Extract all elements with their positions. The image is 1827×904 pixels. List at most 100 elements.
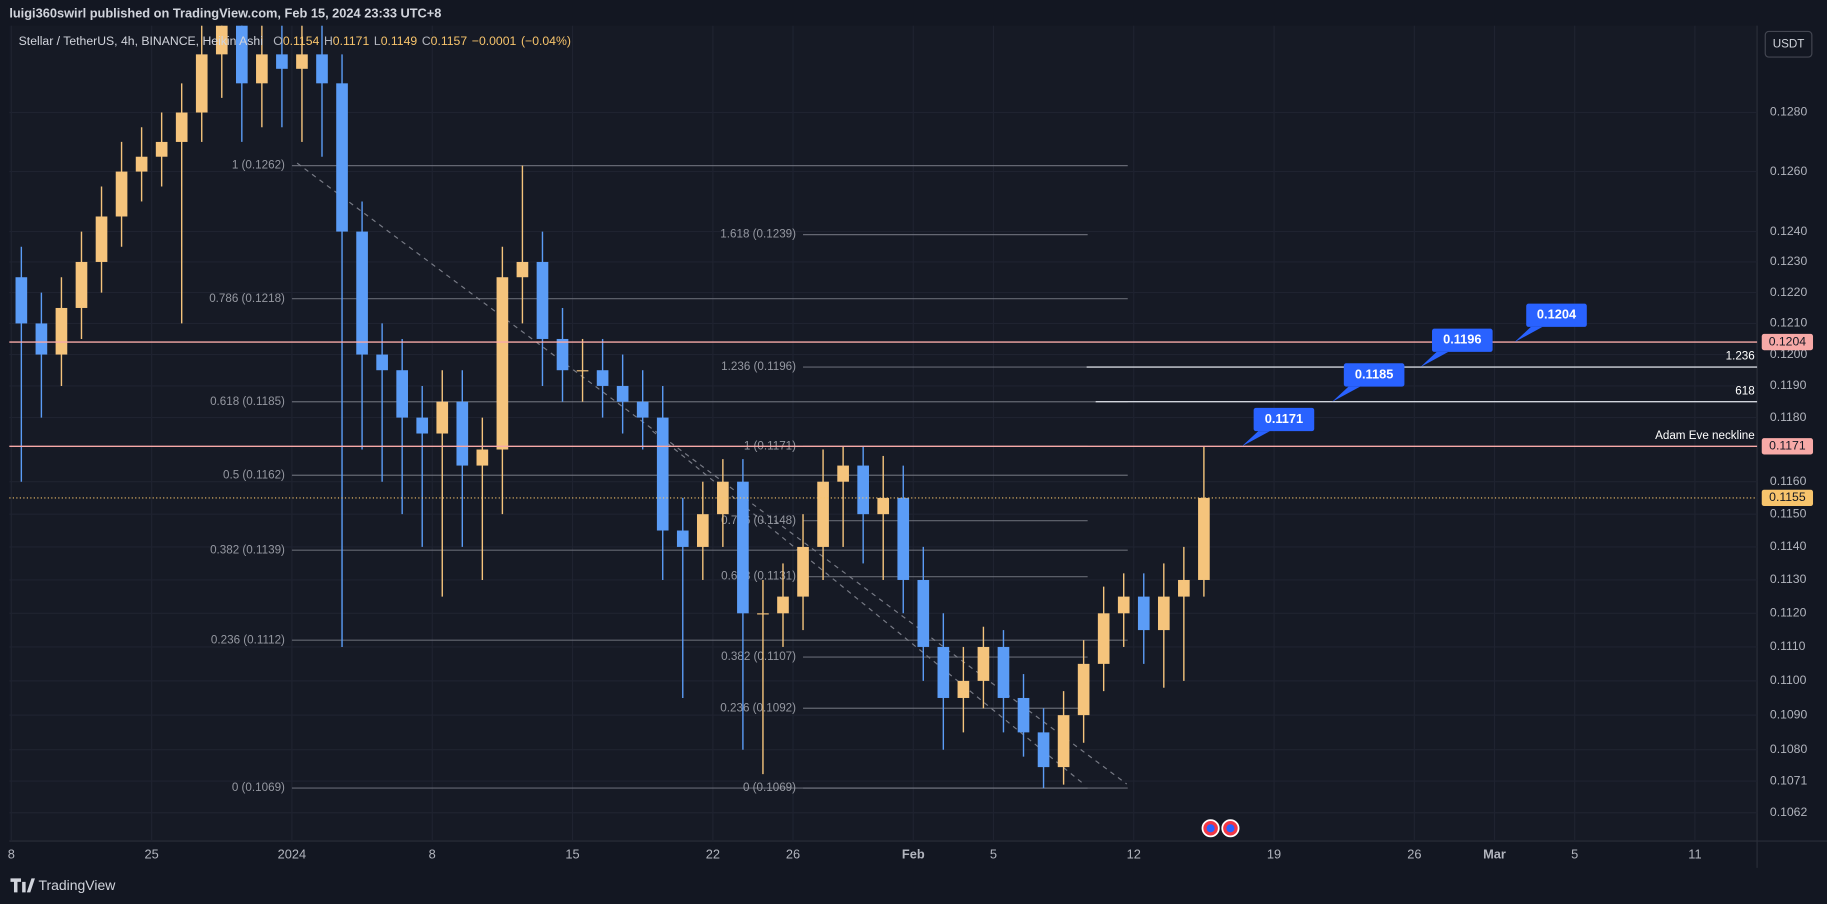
candle-body [1178, 579, 1190, 597]
candle-body [1017, 697, 1030, 733]
line-label: 1.236 [1726, 350, 1755, 363]
callout-label: 0.1171 [1265, 411, 1303, 426]
legend-value: 0.1154 [283, 34, 320, 48]
publisher: luigi360swirl published on TradingView.c… [9, 5, 441, 20]
candle-body [696, 514, 709, 547]
candle-body [897, 497, 910, 580]
legend-key: O [273, 34, 283, 48]
candle-body [456, 401, 469, 466]
x-tick-label: 22 [706, 846, 720, 861]
candle-body [416, 417, 429, 434]
event-icon-inner [1206, 824, 1215, 833]
legend-value: 0.1149 [381, 34, 418, 48]
event-icons [1201, 819, 1240, 838]
legend-change: −0.0001 [472, 34, 517, 48]
x-tick-label: 11 [1688, 846, 1701, 861]
legend-key: L [374, 34, 381, 48]
candle-body [997, 646, 1010, 698]
candle-body [596, 370, 609, 386]
x-tick-label: 25 [145, 846, 159, 861]
candle-body [817, 481, 829, 547]
legend-key: H [324, 34, 333, 48]
fib-level-label: 0.236 (0.1112) [211, 633, 285, 646]
candle-body [1198, 497, 1210, 580]
candle-body [516, 261, 529, 278]
y-tick-label: 0.1240 [1770, 224, 1808, 238]
candle-body [1097, 613, 1110, 664]
candle-body [1117, 596, 1130, 614]
fib-level-label: 1 (0.1262) [232, 159, 285, 172]
candle-body [1137, 596, 1150, 631]
candle-body [857, 465, 869, 515]
candle-body [256, 54, 268, 84]
candle-body [877, 497, 890, 515]
x-tick-label: 2024 [278, 846, 306, 861]
y-tick-label: 0.1150 [1770, 506, 1807, 520]
y-tick-label: 0.1071 [1770, 773, 1808, 787]
x-tick-label: 26 [1407, 846, 1421, 861]
x-tick-label: 26 [786, 846, 800, 861]
candle-body [757, 613, 769, 615]
footer: TradingView [10, 877, 116, 893]
currency-button[interactable]: USDT [1764, 30, 1813, 58]
x-tick-label: 19 [1267, 846, 1281, 861]
tv-logo [10, 878, 35, 893]
price-badge-label: 0.1171 [1769, 439, 1806, 453]
fib-level-label: 0.236 (0.1092) [720, 701, 796, 714]
x-tick-label: 8 [8, 846, 15, 861]
callout-label: 0.1196 [1443, 332, 1481, 347]
y-tick-label: 0.1130 [1770, 572, 1807, 586]
x-tick-label: 5 [1571, 846, 1578, 861]
candle-body [1037, 732, 1050, 768]
fib-level-label: 0.5 (0.1162) [223, 468, 285, 481]
candle-body [676, 530, 689, 547]
candle-body [175, 112, 188, 142]
callout-label: 0.1185 [1355, 366, 1393, 381]
fib-level-label: 0.786 (0.1148) [721, 514, 796, 527]
price-badge [1761, 489, 1814, 507]
x-tick-label: 8 [429, 846, 436, 861]
candles [15, 25, 1210, 789]
price-badge-label: 0.1155 [1769, 490, 1806, 504]
y-tick-label: 0.1180 [1770, 410, 1807, 424]
y-tick-label: 0.1090 [1770, 707, 1808, 721]
symbol: Stellar / TetherUS, 4h, BINANCE, Heikin … [19, 34, 263, 48]
candle-body [135, 156, 148, 172]
candle-body [356, 231, 368, 355]
callout-pointer [1332, 386, 1361, 402]
y-tick-label: 0.1190 [1770, 378, 1807, 392]
candle-body [496, 277, 509, 450]
candle-body [556, 338, 569, 371]
callout-pointer [1241, 431, 1270, 447]
candle-body [797, 546, 809, 597]
callout-box [1253, 407, 1315, 432]
fib-level-label: 1.618 (0.1239) [720, 228, 796, 241]
y-tick-label: 0.1120 [1770, 606, 1807, 620]
x-tick-label: Feb [902, 846, 925, 861]
y-tick-label: 0.1100 [1770, 673, 1807, 687]
candle-body [576, 370, 589, 372]
fib-level-label: 0.382 (0.1107) [721, 650, 796, 663]
button-frame [1764, 30, 1813, 58]
candle-body [476, 449, 489, 466]
x-tick-label: 15 [565, 846, 579, 861]
candle-body [1077, 663, 1090, 716]
button-label[interactable]: USDT [1773, 37, 1805, 50]
candle-body [937, 646, 950, 698]
candle-body [656, 417, 669, 531]
y-tick-label: 0.1160 [1770, 474, 1807, 488]
fib-level-label: 0.618 (0.1131) [721, 570, 796, 583]
candle-body [737, 481, 749, 614]
fib-level-label: 1.236 (0.1196) [721, 360, 796, 373]
y-tick-label: 0.1260 [1770, 164, 1808, 178]
plot-area [9, 25, 1758, 842]
y-tick-label: 0.1110 [1770, 639, 1806, 653]
y-tick-label: 0.1140 [1770, 539, 1807, 553]
legend-value: 0.1171 [333, 34, 370, 48]
y-tick-label: 0.1080 [1770, 742, 1808, 756]
line-label: Adam Eve neckline [1655, 429, 1755, 442]
price-badge [1761, 333, 1814, 351]
x-tick-label: Mar [1483, 846, 1506, 861]
